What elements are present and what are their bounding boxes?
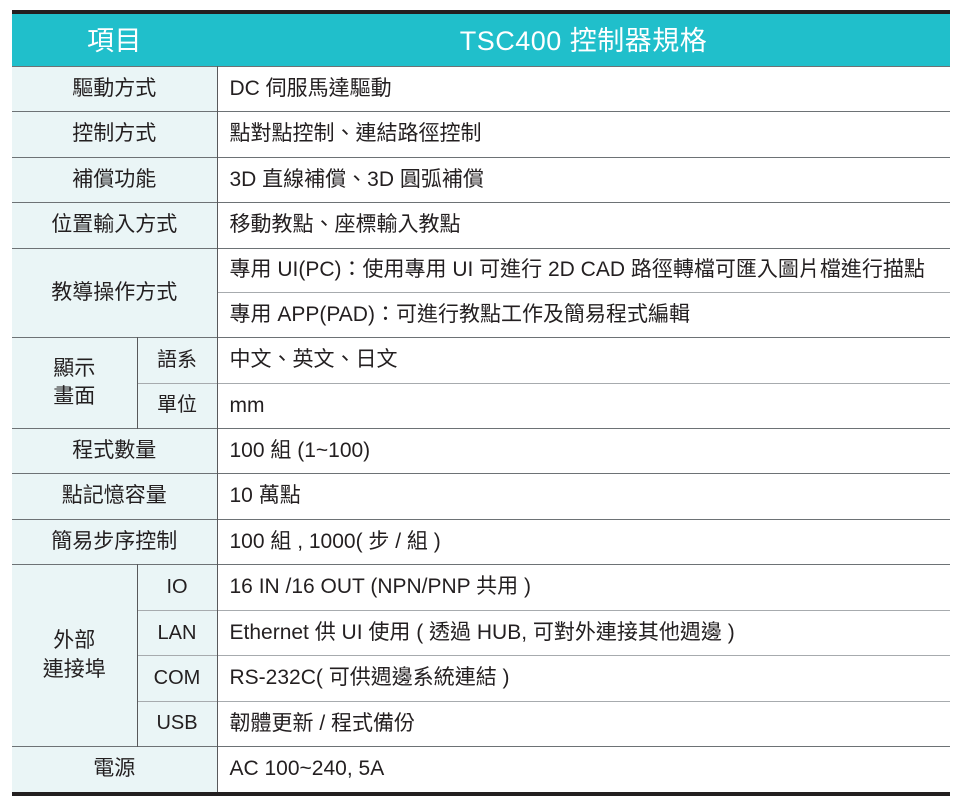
controller-spec-table: 項目 TSC400 控制器規格 驅動方式 DC 伺服馬達驅動 控制方式 點對點控…: [12, 10, 950, 796]
row-label-line1: 顯示: [53, 356, 96, 380]
row-label-line2: 畫面: [53, 385, 96, 409]
row-sublabel: IO: [137, 564, 218, 611]
row-value: 點對點控制、連結路徑控制: [217, 111, 950, 158]
header-item-label: 項目: [12, 12, 217, 67]
row-label: 外部 連接埠: [12, 564, 138, 747]
row-value: AC 100~240, 5A: [217, 746, 950, 794]
row-label: 補償功能: [12, 156, 218, 203]
row-value: 10 萬點: [217, 473, 950, 520]
row-value: Ethernet 供 UI 使用 ( 透過 HUB, 可對外連接其他週邊 ): [217, 609, 950, 656]
table-row: 控制方式 點對點控制、連結路徑控制: [12, 111, 950, 158]
row-label: 顯示 畫面: [12, 337, 138, 429]
row-label-line2: 連接埠: [42, 657, 106, 681]
table-row: 程式數量 100 組 (1~100): [12, 428, 950, 474]
row-label: 電源: [12, 746, 218, 794]
row-value: 100 組 (1~100): [217, 428, 950, 474]
table-row: 點記憶容量 10 萬點: [12, 473, 950, 520]
table-row: 位置輸入方式 移動教點、座標輸入教點: [12, 202, 950, 249]
table-row: USB 韌體更新 / 程式備份: [12, 700, 950, 747]
row-label: 驅動方式: [12, 65, 218, 112]
row-value: 專用 UI(PC)：使用專用 UI 可進行 2D CAD 路徑轉檔可匯入圖片檔進…: [217, 247, 950, 293]
table-row: COM RS-232C( 可供週邊系統連結 ): [12, 655, 950, 702]
row-label: 程式數量: [12, 428, 218, 474]
header-title: TSC400 控制器規格: [217, 12, 950, 67]
table-row: 驅動方式 DC 伺服馬達驅動: [12, 65, 950, 112]
row-value: RS-232C( 可供週邊系統連結 ): [217, 655, 950, 702]
row-sublabel: 單位: [137, 382, 218, 429]
row-value: 韌體更新 / 程式備份: [217, 700, 950, 747]
row-sublabel: COM: [137, 655, 218, 702]
table-row: 專用 APP(PAD)：可進行教點工作及簡易程式編輯: [12, 291, 950, 338]
row-value: 中文、英文、日文: [217, 337, 950, 384]
row-value: 專用 APP(PAD)：可進行教點工作及簡易程式編輯: [217, 291, 950, 338]
row-label: 位置輸入方式: [12, 202, 218, 249]
row-value: mm: [217, 382, 950, 429]
row-label: 簡易步序控制: [12, 518, 218, 565]
row-sublabel: USB: [137, 700, 218, 747]
row-sublabel: LAN: [137, 609, 218, 656]
table-header-row: 項目 TSC400 控制器規格: [12, 12, 950, 67]
row-label: 控制方式: [12, 111, 218, 158]
row-label-line1: 外部: [53, 629, 96, 653]
spec-sheet: 項目 TSC400 控制器規格 驅動方式 DC 伺服馬達驅動 控制方式 點對點控…: [12, 10, 950, 796]
row-value: 3D 直線補償、3D 圓弧補償: [217, 156, 950, 203]
row-label: 教導操作方式: [12, 247, 218, 338]
table-row: 補償功能 3D 直線補償、3D 圓弧補償: [12, 156, 950, 203]
row-label: 點記憶容量: [12, 473, 218, 520]
table-row: 外部 連接埠 IO 16 IN /16 OUT (NPN/PNP 共用 ): [12, 564, 950, 747]
table-row: 單位 mm: [12, 382, 950, 429]
row-sublabel: 語系: [137, 337, 218, 384]
table-row: LAN Ethernet 供 UI 使用 ( 透過 HUB, 可對外連接其他週邊…: [12, 609, 950, 656]
row-value: DC 伺服馬達驅動: [217, 65, 950, 112]
table-row: 教導操作方式 專用 UI(PC)：使用專用 UI 可進行 2D CAD 路徑轉檔…: [12, 247, 950, 338]
row-value: 移動教點、座標輸入教點: [217, 202, 950, 249]
table-row: 簡易步序控制 100 組 , 1000( 步 / 組 ): [12, 518, 950, 565]
row-value: 16 IN /16 OUT (NPN/PNP 共用 ): [217, 564, 950, 611]
table-row: 顯示 畫面 語系 中文、英文、日文: [12, 337, 950, 429]
row-value: 100 組 , 1000( 步 / 組 ): [217, 518, 950, 565]
table-row: 電源 AC 100~240, 5A: [12, 746, 950, 794]
